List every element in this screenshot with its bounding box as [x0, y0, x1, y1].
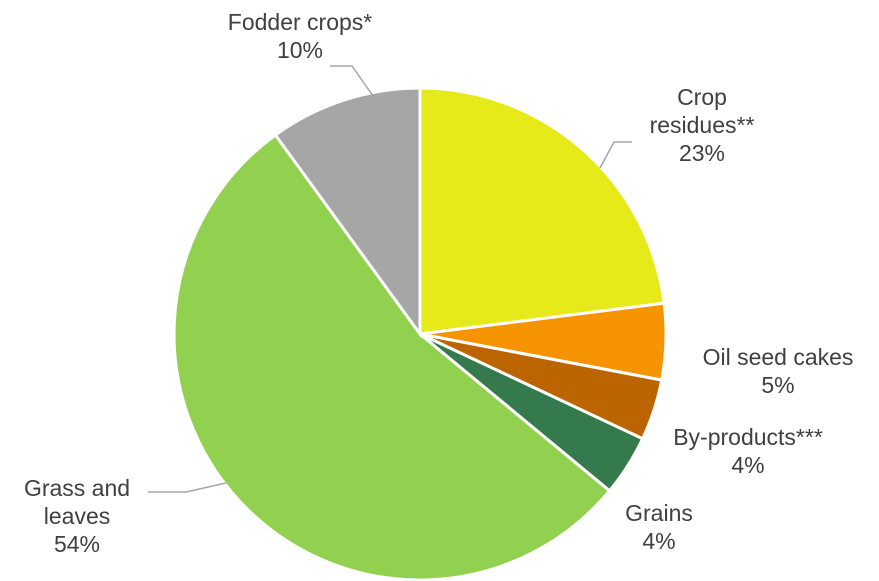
slice-label-oil-seed-cakes: Oil seed cakes [703, 344, 854, 370]
slice-value-crop-residues: 23% [679, 140, 725, 166]
leader-lines [148, 65, 632, 493]
slice-label-grass-and-leaves-line-2: leaves [44, 503, 110, 529]
leader-line-crop-residues [599, 141, 632, 169]
slice-label-fodder-crops: Fodder crops* [228, 9, 373, 35]
slice-value-oil-seed-cakes: 5% [761, 372, 794, 398]
pie-slice-crop-residues [418, 86, 666, 336]
leader-line-grass-and-leaves [148, 482, 227, 493]
slice-label-crop-residues-line-1: Crop [677, 84, 727, 110]
slice-label-by-products: By-products*** [673, 424, 823, 450]
slice-value-by-products: 4% [731, 452, 764, 478]
pie-slice-grass-and-leaves [172, 132, 612, 581]
slice-label-crop-residues-line-2: residues** [650, 112, 755, 138]
pie-slice-fodder-crops [273, 86, 422, 339]
slice-value-fodder-crops: 10% [277, 37, 323, 63]
pie-slices [172, 86, 668, 581]
slice-label-grass-and-leaves-line-1: Grass and [24, 475, 130, 501]
slice-value-grains: 4% [642, 528, 675, 554]
slice-label-grains: Grains [625, 500, 693, 526]
leader-line-fodder-crops [330, 65, 374, 97]
slice-value-grass-and-leaves: 54% [54, 531, 100, 557]
